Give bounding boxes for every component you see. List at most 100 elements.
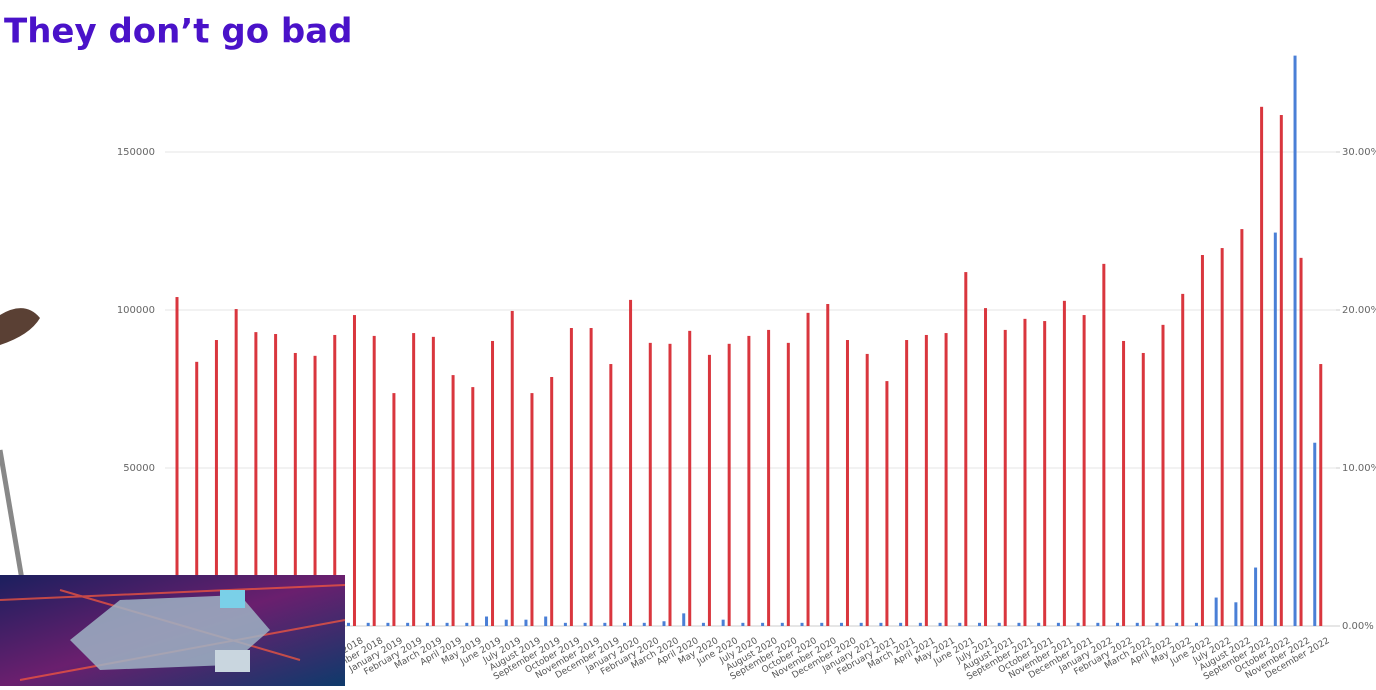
bar bbox=[1273, 232, 1277, 626]
y2-tick-label: 0.00% bbox=[1342, 621, 1374, 632]
y2-tick-label: 20.00% bbox=[1342, 305, 1376, 316]
bar bbox=[1200, 255, 1204, 627]
bar bbox=[609, 364, 613, 626]
bar bbox=[1135, 622, 1139, 626]
bar bbox=[806, 312, 810, 626]
bar bbox=[569, 328, 573, 626]
bar bbox=[1062, 300, 1066, 626]
bar bbox=[293, 352, 297, 626]
bar bbox=[1194, 622, 1198, 626]
bar bbox=[780, 622, 784, 626]
bar bbox=[747, 335, 751, 626]
bar bbox=[668, 343, 672, 626]
bar bbox=[1175, 622, 1179, 626]
bar bbox=[1299, 257, 1303, 626]
bar bbox=[352, 315, 356, 626]
bar bbox=[1043, 321, 1047, 626]
bar bbox=[1214, 597, 1218, 626]
bar bbox=[938, 622, 942, 626]
bar bbox=[372, 335, 376, 626]
bar bbox=[1096, 622, 1100, 626]
bar bbox=[510, 310, 514, 626]
bar bbox=[465, 622, 469, 626]
bar bbox=[1240, 229, 1244, 626]
bar bbox=[879, 622, 883, 626]
bar bbox=[865, 353, 869, 626]
bar bbox=[1122, 340, 1126, 626]
bar bbox=[629, 299, 633, 626]
bar bbox=[1017, 622, 1021, 626]
bar bbox=[623, 622, 627, 626]
bar bbox=[1116, 622, 1120, 626]
bar bbox=[1056, 622, 1060, 626]
bar bbox=[530, 393, 534, 626]
bar bbox=[386, 622, 390, 626]
bar bbox=[313, 355, 317, 626]
bar bbox=[1260, 106, 1264, 626]
bar bbox=[274, 334, 278, 626]
y-tick-label: 50000 bbox=[123, 463, 155, 474]
bar bbox=[741, 622, 745, 626]
bar bbox=[978, 622, 982, 626]
bar bbox=[431, 336, 435, 626]
bar bbox=[885, 381, 889, 626]
bar bbox=[333, 334, 337, 626]
bar bbox=[392, 393, 396, 626]
bar bbox=[648, 342, 652, 626]
presenter-overlay bbox=[0, 308, 346, 687]
bar bbox=[471, 387, 475, 626]
bar bbox=[603, 622, 607, 626]
bar bbox=[445, 622, 449, 626]
y2-tick-label: 10.00% bbox=[1342, 463, 1376, 474]
bar bbox=[997, 622, 1001, 626]
y-tick-label: 150000 bbox=[117, 147, 155, 158]
bar bbox=[346, 622, 350, 626]
bar bbox=[1181, 293, 1185, 626]
bar bbox=[1161, 324, 1165, 626]
bar bbox=[662, 621, 666, 626]
bar bbox=[682, 613, 686, 626]
bar bbox=[1220, 248, 1224, 626]
bar bbox=[544, 616, 548, 626]
bar bbox=[826, 303, 830, 626]
bar bbox=[845, 340, 849, 626]
bar bbox=[767, 329, 771, 626]
bar bbox=[406, 622, 410, 626]
bar bbox=[589, 328, 593, 626]
bar bbox=[721, 619, 725, 626]
bar bbox=[899, 622, 903, 626]
bar bbox=[214, 340, 218, 626]
bar bbox=[1141, 352, 1145, 626]
bar bbox=[642, 622, 646, 626]
bar bbox=[924, 334, 928, 626]
bar bbox=[1082, 315, 1086, 626]
bar bbox=[491, 340, 495, 626]
bar bbox=[905, 340, 909, 626]
bar bbox=[918, 622, 922, 626]
y-tick-label: 100000 bbox=[117, 305, 155, 316]
bar bbox=[839, 622, 843, 626]
bar bbox=[761, 622, 765, 626]
bar bbox=[425, 622, 429, 626]
bar bbox=[234, 309, 238, 626]
bar bbox=[504, 619, 508, 626]
bar bbox=[964, 272, 968, 626]
bar bbox=[1155, 622, 1159, 626]
bar bbox=[820, 622, 824, 626]
bar bbox=[412, 333, 416, 626]
bar bbox=[1003, 329, 1007, 626]
bar bbox=[366, 622, 370, 626]
bar bbox=[984, 308, 988, 626]
bar bbox=[451, 375, 455, 626]
bar bbox=[701, 622, 705, 626]
bar bbox=[786, 342, 790, 626]
bar bbox=[195, 361, 199, 626]
bar bbox=[800, 622, 804, 626]
bar bbox=[524, 619, 528, 626]
bar bbox=[563, 622, 567, 626]
bar bbox=[1254, 567, 1258, 626]
bar bbox=[485, 616, 489, 626]
bar bbox=[1076, 622, 1080, 626]
